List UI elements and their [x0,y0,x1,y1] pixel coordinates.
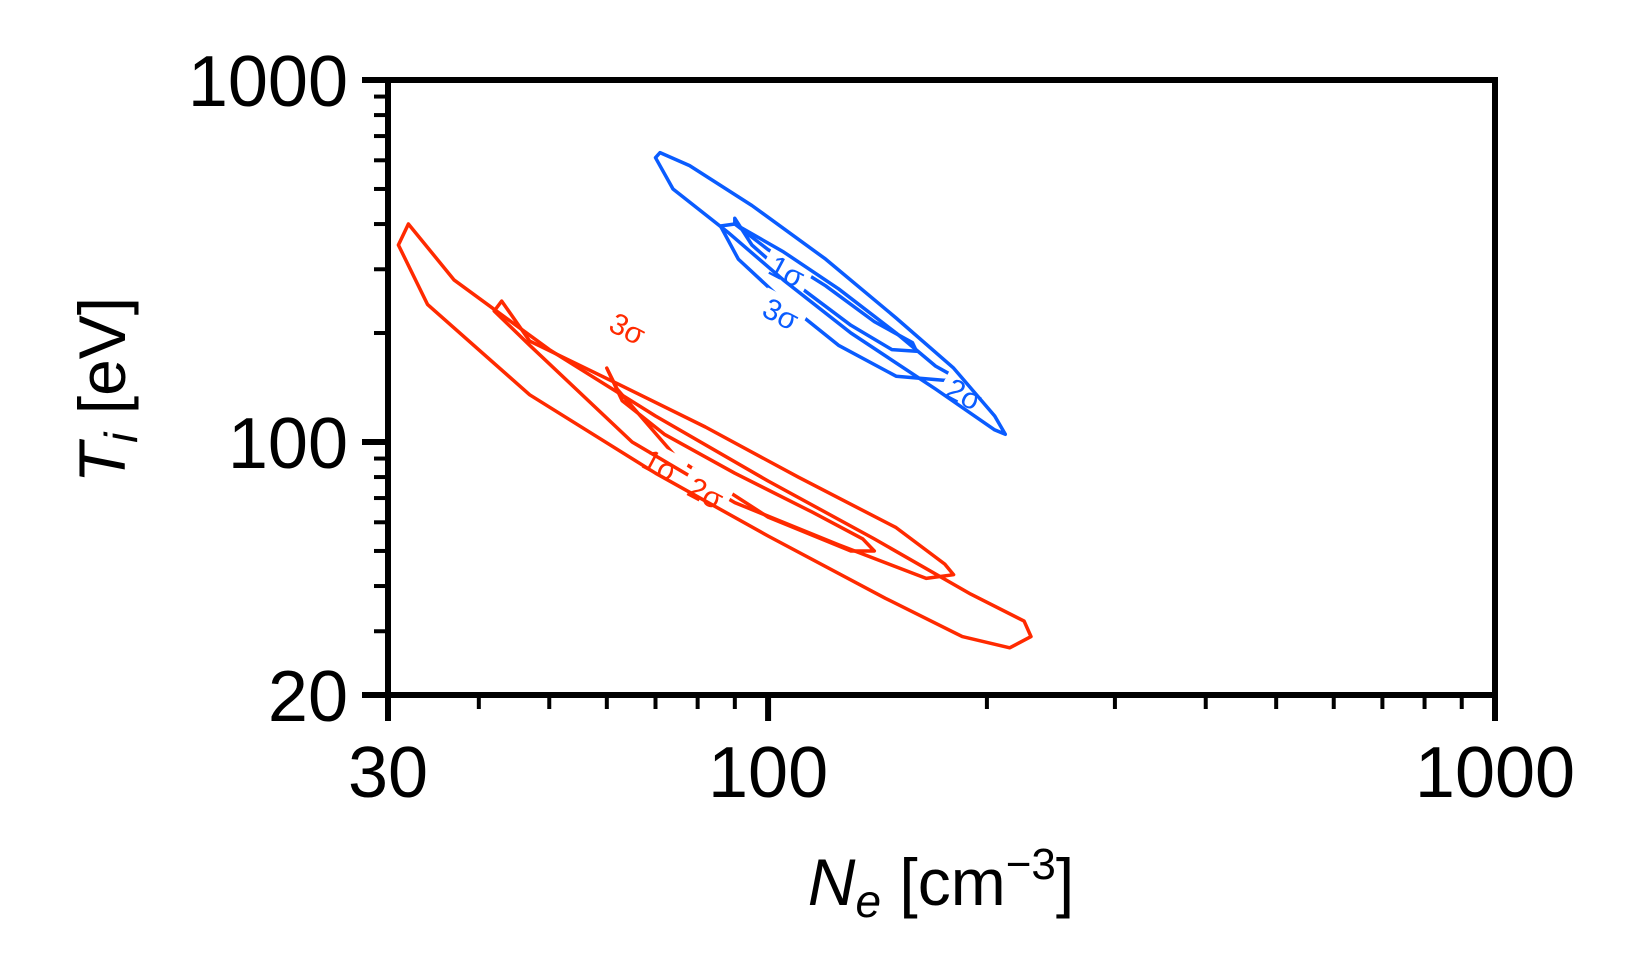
x-tick-label: 30 [348,733,428,813]
contour-label-bg [935,367,994,421]
contour-3σ [653,150,1008,437]
contour-1σ [605,366,877,553]
y-axis-label-main: T [65,438,139,483]
contour-label-bg [751,287,811,340]
y-tick-label: 20 [268,657,348,737]
x-tick-label: 1000 [1415,733,1575,813]
x-tick-label: 100 [708,733,828,813]
y-tick-label: 1000 [188,42,348,122]
x-axis-label-sub: e [855,875,881,927]
contour-2σ [492,299,956,581]
y-axis-label-unit: [eV] [65,297,139,433]
contour-label-bg [676,466,736,520]
tick-label-layer: 30 100 1000 20 100 1000 [188,42,1575,813]
x-axis-label-exponent: −3 [1006,840,1056,889]
y-tick-label: 100 [228,404,348,484]
tick-layer [362,77,1498,721]
x-axis-label: Ne [cm−3] [808,840,1074,927]
contour-label-bg [757,244,817,298]
x-axis-label-main: N [808,845,856,919]
y-axis-label: Ti [eV] [65,297,147,483]
y-axis-label-sub: i [95,431,147,443]
contour-3σ [396,222,1033,650]
x-axis-label-close: ] [1056,845,1074,919]
x-axis-label-unit: [cm [881,845,1006,919]
contour-label-bg [598,301,657,355]
plot-frame [385,77,1498,698]
